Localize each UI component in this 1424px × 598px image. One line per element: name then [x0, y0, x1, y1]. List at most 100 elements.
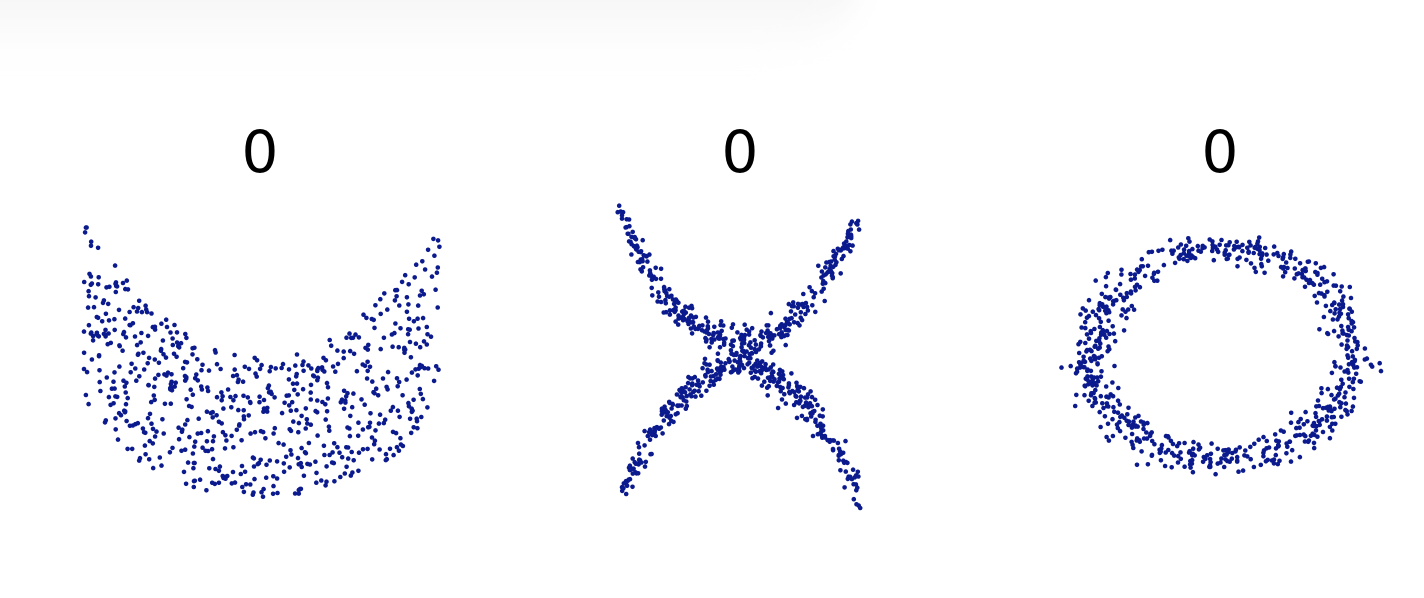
scatter-point	[229, 405, 234, 410]
scatter-point	[407, 339, 413, 345]
scatter-point	[772, 377, 777, 382]
scatter-point	[1318, 265, 1324, 271]
scatter-point	[715, 351, 721, 357]
scatter-point	[152, 327, 158, 332]
scatter-point	[1299, 271, 1305, 277]
scatter-point	[707, 345, 712, 350]
scatter-point	[1337, 310, 1342, 316]
scatter-point	[415, 425, 420, 431]
scatter-point	[748, 370, 754, 376]
scatter-point	[369, 316, 375, 322]
scatter-point	[404, 309, 410, 315]
scatter-point	[351, 458, 357, 463]
scatter-point	[695, 378, 701, 383]
scatter-point	[1161, 262, 1167, 268]
scatter-point	[1257, 247, 1262, 253]
scatter-point	[1325, 331, 1331, 337]
scatter-point	[1331, 283, 1336, 288]
scatter-point	[236, 407, 241, 413]
scatter-point	[325, 385, 331, 390]
scatter-point	[1319, 386, 1324, 391]
scatter-point	[362, 363, 368, 369]
scatter-point	[97, 379, 102, 385]
scatter-point	[1334, 385, 1340, 391]
scatter-point	[1096, 316, 1102, 321]
scatter-point	[705, 319, 711, 325]
scatter-point	[1336, 302, 1342, 307]
scatter-point	[341, 349, 347, 354]
scatter-point	[1362, 346, 1368, 351]
scatter-point	[223, 433, 228, 438]
scatter-point	[788, 309, 794, 314]
scatter-point	[654, 424, 660, 430]
scatter-point	[1187, 462, 1193, 467]
scatter-point	[1331, 328, 1337, 334]
scatter-point	[112, 316, 117, 322]
scatter-point	[373, 303, 378, 308]
scatter-point	[1339, 284, 1344, 289]
scatter-point	[210, 415, 215, 420]
scatter-point	[150, 441, 156, 446]
scatter-point	[396, 344, 402, 350]
scatter-point	[718, 364, 724, 370]
scatter-point	[1095, 346, 1101, 352]
scatter-point	[1226, 447, 1231, 453]
scatter-point	[1275, 442, 1281, 448]
scatter-point	[1157, 450, 1163, 456]
scatter-point	[129, 361, 134, 367]
scatter-point	[361, 312, 366, 318]
scatter-point	[260, 494, 266, 500]
scatter-point	[1073, 371, 1079, 376]
scatter-point	[645, 259, 650, 264]
scatter-point	[1090, 403, 1095, 409]
scatter-point	[1310, 280, 1315, 286]
scatter-point	[1264, 252, 1269, 257]
scatter-point	[125, 395, 130, 401]
scatter-point	[813, 419, 818, 425]
scatter-point	[1123, 435, 1128, 441]
scatter-point	[387, 446, 393, 452]
scatter-point	[400, 393, 405, 398]
scatter-point	[1074, 392, 1079, 398]
scatter-point	[163, 355, 169, 360]
scatter-point	[141, 430, 147, 435]
scatter-point	[1081, 358, 1086, 364]
scatter-point	[1182, 464, 1187, 470]
scatter-point	[184, 335, 189, 341]
scatter-point	[639, 257, 645, 262]
scatter-point	[777, 367, 783, 373]
scatter-point	[1189, 457, 1195, 463]
scatter-point	[795, 301, 801, 307]
scatter-point	[404, 295, 410, 300]
scatter-point	[341, 388, 347, 394]
scatter-point	[184, 360, 190, 365]
scatter-point	[787, 322, 792, 327]
scatter-point	[787, 316, 793, 322]
scatter-point	[1167, 237, 1173, 243]
panel-2-x-scatter	[615, 203, 863, 511]
panel-3-title: 0	[1201, 118, 1239, 186]
scatter-point	[331, 441, 337, 446]
scatter-point	[679, 386, 685, 391]
scatter-point	[369, 457, 375, 462]
scatter-point	[259, 362, 264, 368]
scatter-point	[192, 439, 198, 445]
scatter-point	[276, 440, 281, 446]
scatter-point	[1351, 395, 1357, 401]
scatter-point	[1301, 422, 1307, 427]
scatter-point	[1339, 401, 1344, 406]
scatter-point	[1090, 309, 1096, 315]
scatter-point	[1098, 319, 1104, 325]
scatter-point	[1128, 277, 1134, 283]
scatter-point	[1219, 456, 1224, 461]
scatter-point	[112, 386, 117, 391]
scatter-point	[190, 352, 195, 357]
scatter-point	[1339, 342, 1344, 347]
scatter-point	[1094, 375, 1100, 380]
scatter-point	[210, 456, 216, 462]
scatter-point	[1207, 237, 1212, 242]
scatter-point	[1288, 420, 1294, 426]
scatter-point	[1117, 402, 1123, 407]
scatter-point	[777, 325, 783, 331]
scatter-point	[1314, 404, 1319, 409]
